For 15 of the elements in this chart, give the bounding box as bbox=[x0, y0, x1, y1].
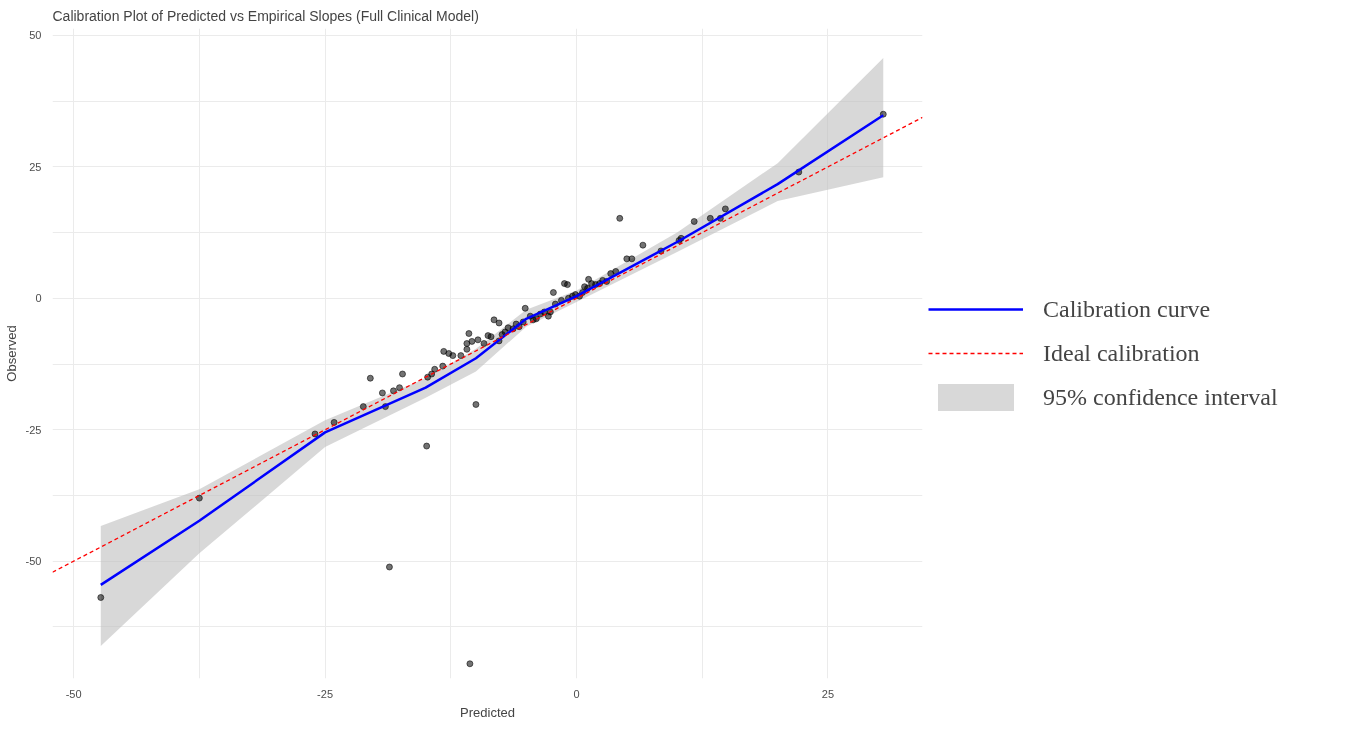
y-tick-label: 50 bbox=[29, 29, 42, 42]
y-tick-label: -50 bbox=[25, 555, 42, 568]
y-tick-label: -25 bbox=[25, 423, 42, 436]
legend-label: 95% confidence interval bbox=[1043, 383, 1278, 411]
x-tick-label: 0 bbox=[573, 687, 580, 700]
legend-label: Ideal calibration bbox=[1043, 339, 1200, 367]
x-axis-title: Predicted bbox=[460, 704, 515, 720]
y-tick-label: 0 bbox=[35, 292, 42, 305]
x-tick-label: -50 bbox=[65, 687, 82, 700]
x-tick-label: -25 bbox=[317, 687, 334, 700]
y-axis-title: Observed bbox=[3, 325, 19, 382]
legend-label: Calibration curve bbox=[1043, 295, 1211, 323]
y-tick-label: 25 bbox=[29, 160, 42, 173]
chart-title: Calibration Plot of Predicted vs Empirical Slopes (Full Clinical Model) bbox=[52, 7, 479, 24]
x-tick-label: 25 bbox=[821, 687, 835, 700]
